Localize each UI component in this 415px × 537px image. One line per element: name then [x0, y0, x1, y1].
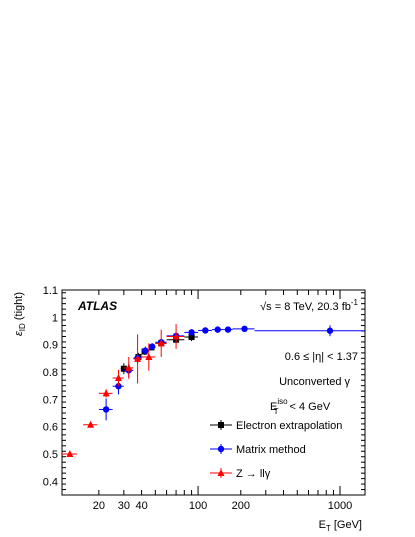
data-point-circle	[326, 327, 334, 334]
data-point-circle	[202, 327, 209, 334]
data-point-triangle	[157, 339, 165, 347]
data-point-triangle	[172, 332, 180, 340]
data-point-triangle	[87, 420, 95, 428]
data-point-triangle	[134, 354, 142, 362]
y-tick-label: 1.1	[43, 285, 58, 297]
legend-label: Matrix method	[236, 444, 306, 456]
x-tick-label: 20	[93, 500, 105, 512]
y-tick-label: 0.8	[43, 367, 58, 379]
y-tick-label: 0.9	[43, 340, 58, 352]
data-point-triangle	[145, 352, 153, 360]
legend-label: Z → llγ	[236, 468, 271, 480]
x-tick-label: 100	[189, 500, 207, 512]
x-tick-label: 1000	[328, 500, 352, 512]
energy-label: √s = 8 TeV, 20.3 fb-1	[260, 298, 358, 313]
data-point-circle	[188, 329, 195, 336]
data-point-triangle	[102, 389, 110, 397]
isolation-annotation: Eiso T < 4 GeV	[270, 397, 331, 416]
photon-type-annotation: Unconverted γ	[279, 376, 350, 388]
data-point-circle	[224, 326, 232, 333]
data-point-circle	[142, 347, 149, 354]
x-tick-labels: 20 30 40 100 200 1000	[93, 500, 353, 512]
series-triangle	[62, 324, 185, 457]
legend: Electron extrapolation Matrix method Z →…	[210, 420, 342, 480]
y-tick-label: 0.7	[43, 394, 58, 406]
eta-range-annotation: 0.6 ≤ |η| < 1.37	[285, 351, 358, 363]
x-tick-label: 40	[135, 500, 147, 512]
x-tick-label: 30	[118, 500, 130, 512]
y-tick-label: 0.5	[43, 449, 58, 461]
x-tick-label: 200	[232, 500, 250, 512]
legend-circle-marker	[217, 445, 225, 453]
y-tick-label: 0.4	[43, 476, 58, 488]
y-tick-label: 1	[52, 312, 58, 324]
y-tick-labels: 0.4 0.5 0.6 0.7 0.8 0.9 1 1.1	[43, 285, 58, 488]
axis-ticks	[62, 290, 365, 496]
data-point-triangle	[114, 374, 122, 382]
legend-label: Electron extrapolation	[236, 420, 342, 432]
data-point-circle	[214, 326, 221, 333]
y-tick-label: 0.6	[43, 422, 58, 434]
data-point-square	[188, 334, 195, 341]
data-point-circle	[102, 406, 110, 413]
data-point-circle	[148, 343, 156, 350]
x-axis-label: ET [GeV]	[319, 519, 362, 533]
data-series	[62, 324, 365, 457]
legend-square-marker	[218, 422, 224, 428]
legend-triangle-marker	[217, 469, 225, 476]
legend-entry-electron-extrapolation: Electron extrapolation	[210, 420, 342, 432]
legend-entry-z-llgamma: Z → llγ	[210, 468, 271, 480]
data-point-triangle	[66, 450, 74, 457]
y-axis-label: εID (tight)	[13, 292, 27, 336]
experiment-label: ATLAS	[77, 299, 117, 313]
data-point-circle	[241, 325, 248, 333]
data-point-triangle	[125, 363, 133, 371]
plot-frame	[61, 289, 366, 496]
legend-entry-matrix-method: Matrix method	[210, 444, 306, 456]
data-point-square	[120, 365, 127, 372]
